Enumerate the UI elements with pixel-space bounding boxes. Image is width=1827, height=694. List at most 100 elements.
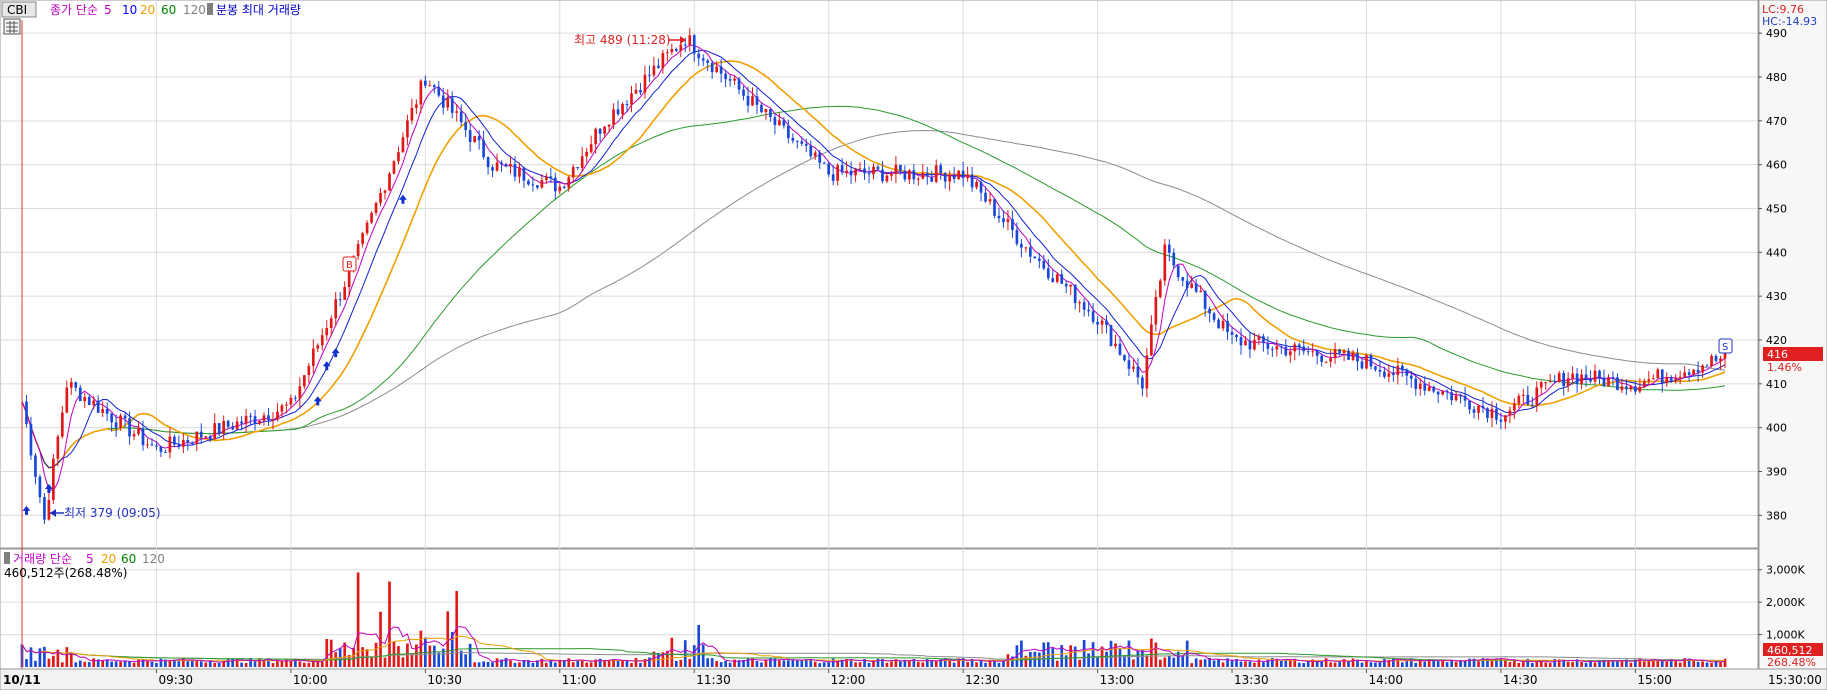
candle-body: [1432, 386, 1436, 392]
high-annotation: 최고 489 (11:28): [574, 33, 671, 47]
candle-body: [549, 176, 553, 178]
volume-bar: [1109, 640, 1113, 667]
volume-bar: [509, 660, 512, 667]
volume-bar: [1669, 658, 1673, 667]
volume-bar: [289, 660, 293, 667]
volume-bar: [719, 662, 723, 667]
candle-body: [742, 89, 745, 96]
volume-bar: [1051, 648, 1055, 667]
candle-body: [253, 416, 257, 424]
candle-body: [580, 156, 584, 168]
sell-signal-marker[interactable]: S: [1718, 338, 1733, 354]
volume-bar: [1136, 650, 1140, 667]
candle-body: [450, 97, 454, 113]
candle-body: [1642, 381, 1646, 387]
candle-body: [110, 413, 113, 423]
volume-bar: [925, 659, 929, 667]
candle-body: [1378, 369, 1382, 372]
volume-bar: [1602, 659, 1606, 667]
volume-bar: [836, 661, 839, 667]
volume-bar: [1495, 658, 1498, 667]
volume-bar: [159, 658, 163, 667]
candle-body: [388, 173, 391, 191]
volume-bar: [1271, 657, 1274, 667]
volume-bar: [809, 659, 813, 667]
candle-body: [204, 436, 208, 438]
volume-bar: [419, 630, 423, 667]
candle-body: [1499, 419, 1503, 422]
candle-body: [43, 497, 46, 520]
candle-body: [329, 318, 333, 329]
candle-body: [271, 419, 275, 421]
candle-body: [849, 170, 853, 176]
volume-bar: [52, 655, 55, 667]
volume-bar: [1315, 661, 1319, 667]
volume-bar: [1714, 660, 1718, 667]
volume-bar: [347, 655, 351, 667]
volume-bar: [1266, 659, 1270, 667]
volume-bar: [531, 662, 535, 667]
volume-bar: [1634, 659, 1637, 667]
candle-body: [1616, 377, 1619, 391]
volume-bar: [370, 657, 373, 667]
volume-bar: [594, 659, 597, 667]
candle-body: [1096, 321, 1099, 325]
volume-bar: [670, 637, 674, 667]
volume-bar: [916, 661, 920, 667]
candle-body: [576, 167, 580, 169]
volume-bar: [1011, 656, 1014, 667]
grid-toggle-icon[interactable]: [3, 18, 21, 35]
candle-body: [988, 199, 992, 202]
candle-body: [522, 167, 526, 181]
current-price-box: [1763, 347, 1823, 361]
candle-body: [1194, 283, 1198, 292]
volume-bar: [580, 659, 584, 667]
buy-arrow-icon: [322, 361, 331, 371]
volume-bar: [1436, 661, 1440, 667]
candle-body: [101, 409, 105, 413]
candle-body: [1553, 381, 1557, 383]
volume-bar: [970, 658, 974, 667]
candle-body: [688, 35, 692, 45]
candle-body: [1342, 350, 1346, 354]
candle-body: [1024, 247, 1028, 249]
candle-body: [1463, 395, 1467, 401]
symbol-box[interactable]: [1, 1, 37, 18]
candle-body: [1248, 340, 1252, 350]
candle-body: [267, 415, 270, 421]
candle-body: [831, 174, 835, 181]
x-tick-label: 13:30: [1234, 673, 1269, 687]
volume-bar: [598, 658, 602, 667]
volume-bar: [1566, 661, 1570, 667]
candle-body: [804, 143, 808, 146]
candle-body: [459, 111, 463, 123]
volume-bar: [643, 658, 647, 667]
candle-body: [1042, 260, 1046, 269]
volume-bar: [813, 661, 817, 667]
volume-bar: [307, 662, 311, 667]
candle-body: [616, 109, 620, 115]
volume-bar: [849, 659, 853, 667]
volume-bar: [742, 659, 745, 667]
volume-bar: [1020, 640, 1023, 667]
candle-body: [1208, 308, 1211, 314]
volume-bar: [1423, 661, 1427, 667]
candle-body: [1365, 355, 1368, 369]
low-annotation: 최저 379 (09:05): [64, 506, 161, 520]
candle-body: [146, 444, 149, 446]
volume-bar: [1441, 659, 1445, 667]
x-tick-label: 13:00: [1100, 673, 1135, 687]
buy-signal-marker[interactable]: B: [342, 256, 357, 272]
volume-bar: [320, 661, 324, 667]
candle-body: [813, 152, 817, 157]
candle-body: [769, 109, 772, 118]
volume-bar: [1217, 659, 1220, 667]
buy-arrow-icon: [331, 348, 340, 358]
candle-body: [1114, 343, 1117, 347]
volume-bar: [325, 639, 329, 667]
candle-body: [1445, 391, 1449, 393]
volume-bar: [782, 660, 786, 667]
candle-body: [262, 415, 266, 421]
candle-body: [235, 421, 239, 430]
candle-body: [1651, 378, 1655, 380]
